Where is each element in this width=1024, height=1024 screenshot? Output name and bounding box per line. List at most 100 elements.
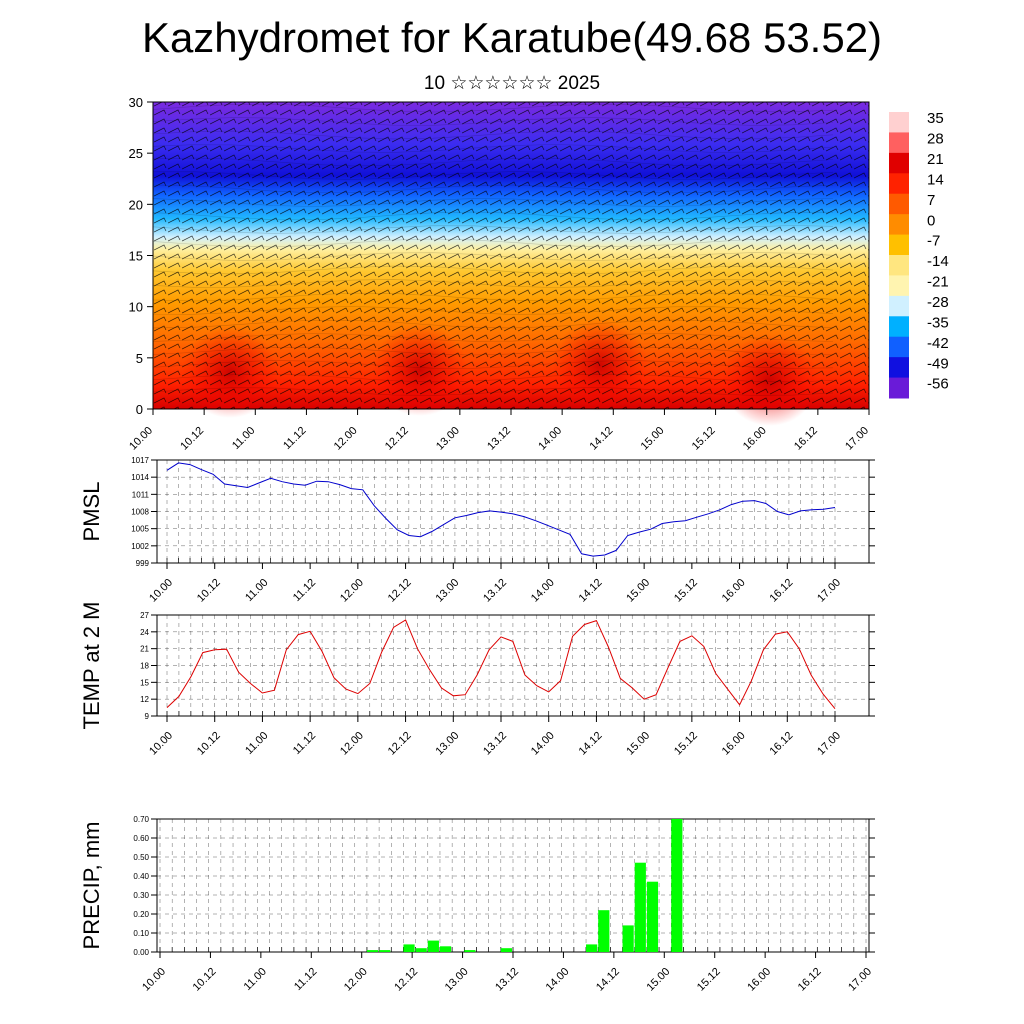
x-tick-label: 10.00 bbox=[127, 425, 155, 453]
x-tick-label: 15.12 bbox=[672, 577, 700, 605]
x-tick-label: 16.00 bbox=[720, 577, 748, 605]
colorbar-label: 0 bbox=[927, 212, 935, 229]
y-tick-label: 1017 bbox=[131, 456, 149, 465]
colorbar-label: 7 bbox=[927, 192, 935, 209]
x-tick-label: 13.12 bbox=[493, 966, 521, 994]
temp-at-2-m-panel: 9 12 15 18 21 24 27 10.00 10.12 11.00 11.12 12.00 12… bbox=[79, 602, 875, 758]
x-tick-label: 17.00 bbox=[843, 425, 871, 453]
precip-bar bbox=[415, 948, 427, 952]
y-tick-label: 0.70 bbox=[133, 815, 149, 824]
y-tick-label: 12 bbox=[140, 695, 149, 704]
x-tick-label: 11.00 bbox=[243, 730, 270, 757]
y-tick-label: 18 bbox=[140, 662, 149, 671]
precip-bar bbox=[464, 950, 476, 952]
x-tick-label: 17.00 bbox=[815, 577, 843, 605]
y-axis-label: PMSL bbox=[79, 482, 104, 542]
colorbar-label: -21 bbox=[927, 274, 949, 291]
x-tick-label: 14.12 bbox=[587, 425, 615, 453]
x-tick-label: 13.12 bbox=[485, 425, 513, 453]
precip-panel: 0.00 0.10 0.20 0.30 0.40 0.50 0.60 0.70 10.00 10.… bbox=[79, 815, 875, 994]
x-tick-label: 10.00 bbox=[147, 730, 175, 758]
colorbar-label: 28 bbox=[927, 131, 944, 148]
x-tick-label: 12.00 bbox=[338, 730, 366, 758]
colorbar-swatch bbox=[889, 132, 909, 154]
precip-bar bbox=[379, 950, 391, 952]
precip-bar bbox=[598, 910, 610, 952]
x-tick-label: 10.00 bbox=[140, 966, 168, 994]
y-tick-label: 0.20 bbox=[133, 910, 149, 919]
colorbar-swatch bbox=[889, 112, 909, 133]
colorbar-swatch bbox=[889, 152, 909, 174]
x-tick-label: 13.12 bbox=[481, 577, 509, 605]
y-tick-label: 9 bbox=[145, 712, 150, 721]
y-tick-label: 1011 bbox=[132, 490, 150, 499]
chart-title: Kazhydromet for Karatube(49.68 53.52) bbox=[141, 14, 883, 61]
x-tick-label: 17.00 bbox=[815, 730, 843, 758]
x-tick-label: 15.00 bbox=[624, 730, 652, 758]
x-tick-label: 10.00 bbox=[147, 577, 175, 605]
precip-bar bbox=[622, 925, 634, 952]
y-tick-label: 30 bbox=[129, 95, 143, 110]
y-axis-label: PRECIP, mm bbox=[79, 822, 104, 950]
colorbar-label: -14 bbox=[927, 253, 949, 270]
y-tick-label: 24 bbox=[140, 628, 149, 637]
x-tick-label: 10.12 bbox=[191, 966, 219, 994]
x-tick-label: 14.12 bbox=[577, 730, 605, 758]
y-tick-label: 0 bbox=[136, 402, 143, 417]
x-tick-label: 13.00 bbox=[433, 577, 461, 605]
colorbar-label: -49 bbox=[927, 355, 949, 372]
y-tick-label: 1005 bbox=[131, 525, 149, 534]
colorbar-label: -42 bbox=[927, 335, 949, 352]
x-tick-label: 14.00 bbox=[529, 730, 557, 758]
y-tick-label: 0.60 bbox=[133, 834, 149, 843]
y-tick-label: 0.10 bbox=[133, 929, 149, 938]
y-tick-label: 15 bbox=[129, 249, 143, 264]
x-tick-label: 15.12 bbox=[690, 425, 718, 453]
x-tick-label: 14.12 bbox=[594, 966, 622, 994]
x-tick-label: 11.12 bbox=[281, 425, 308, 452]
precip-bar bbox=[646, 881, 659, 952]
y-tick-label: 1014 bbox=[131, 473, 149, 482]
precip-bar bbox=[671, 819, 683, 952]
x-tick-label: 10.12 bbox=[195, 730, 223, 758]
precip-bar bbox=[403, 944, 415, 952]
x-tick-label: 11.12 bbox=[291, 730, 318, 757]
x-tick-label: 17.00 bbox=[846, 966, 874, 994]
y-axis-label: TEMP at 2 M bbox=[79, 602, 104, 730]
x-tick-label: 12.00 bbox=[338, 577, 366, 605]
x-tick-label: 15.12 bbox=[695, 966, 723, 994]
x-tick-label: 13.00 bbox=[443, 966, 471, 994]
x-tick-label: 10.12 bbox=[178, 425, 206, 453]
colorbar-swatch bbox=[889, 255, 909, 276]
pmsl-panel: 999 1002 1005 1008 1011 1014 1017 10.00 10.12 11.… bbox=[79, 456, 875, 605]
data-series-line bbox=[166, 619, 836, 710]
colorbar-swatch bbox=[889, 234, 909, 256]
x-tick-label: 13.00 bbox=[433, 730, 461, 758]
x-tick-label: 10.12 bbox=[195, 577, 223, 605]
y-tick-label: 0.30 bbox=[133, 891, 149, 900]
precip-bar bbox=[439, 946, 452, 952]
precip-bar bbox=[634, 862, 646, 952]
x-tick-label: 12.12 bbox=[383, 425, 411, 453]
x-tick-label: 16.12 bbox=[792, 425, 820, 453]
y-tick-label: 10 bbox=[129, 300, 143, 315]
x-tick-label: 12.00 bbox=[342, 966, 370, 994]
x-tick-label: 11.12 bbox=[292, 966, 319, 993]
colorbar-swatch bbox=[889, 377, 909, 399]
colorbar-swatch bbox=[889, 316, 909, 338]
y-tick-label: 5 bbox=[136, 351, 143, 366]
x-tick-label: 14.00 bbox=[529, 577, 557, 605]
colorbar-swatch bbox=[889, 193, 909, 215]
x-tick-label: 16.12 bbox=[767, 577, 795, 605]
precip-bar bbox=[366, 950, 379, 952]
x-tick-label: 14.00 bbox=[544, 966, 572, 994]
x-tick-label: 13.12 bbox=[481, 730, 509, 758]
x-tick-label: 16.12 bbox=[796, 966, 824, 994]
colorbar-label: -7 bbox=[927, 233, 940, 250]
colorbar-swatch bbox=[889, 357, 909, 379]
x-tick-label: 11.12 bbox=[291, 577, 318, 604]
x-tick-label: 11.00 bbox=[243, 577, 270, 604]
colorbar-label: -35 bbox=[927, 314, 949, 331]
precip-bar bbox=[427, 940, 439, 952]
x-tick-label: 12.12 bbox=[386, 577, 414, 605]
